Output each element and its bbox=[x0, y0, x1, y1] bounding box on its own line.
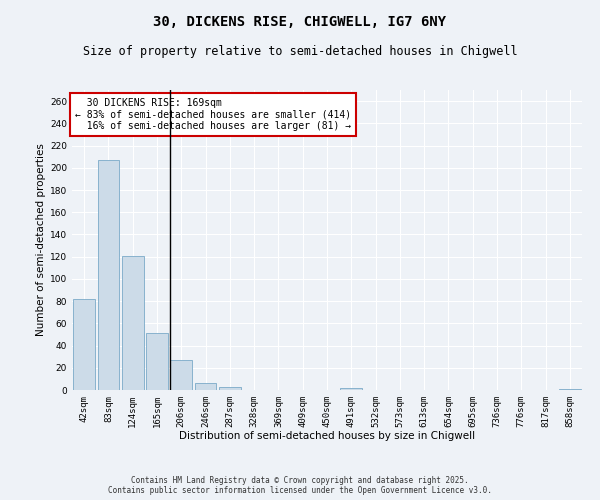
Text: Contains HM Land Registry data © Crown copyright and database right 2025.
Contai: Contains HM Land Registry data © Crown c… bbox=[108, 476, 492, 495]
Bar bbox=[73, 299, 95, 390]
X-axis label: Distribution of semi-detached houses by size in Chigwell: Distribution of semi-detached houses by … bbox=[179, 432, 475, 442]
Bar bbox=[219, 386, 241, 390]
Y-axis label: Number of semi-detached properties: Number of semi-detached properties bbox=[36, 144, 46, 336]
Bar bbox=[146, 334, 168, 390]
Bar bbox=[97, 160, 119, 390]
Text: 30, DICKENS RISE, CHIGWELL, IG7 6NY: 30, DICKENS RISE, CHIGWELL, IG7 6NY bbox=[154, 15, 446, 29]
Bar bbox=[170, 360, 192, 390]
Text: Size of property relative to semi-detached houses in Chigwell: Size of property relative to semi-detach… bbox=[83, 45, 517, 58]
Text: 30 DICKENS RISE: 169sqm
← 83% of semi-detached houses are smaller (414)
  16% of: 30 DICKENS RISE: 169sqm ← 83% of semi-de… bbox=[74, 98, 350, 130]
Bar bbox=[559, 389, 581, 390]
Bar bbox=[122, 256, 143, 390]
Bar bbox=[194, 384, 217, 390]
Bar bbox=[340, 388, 362, 390]
